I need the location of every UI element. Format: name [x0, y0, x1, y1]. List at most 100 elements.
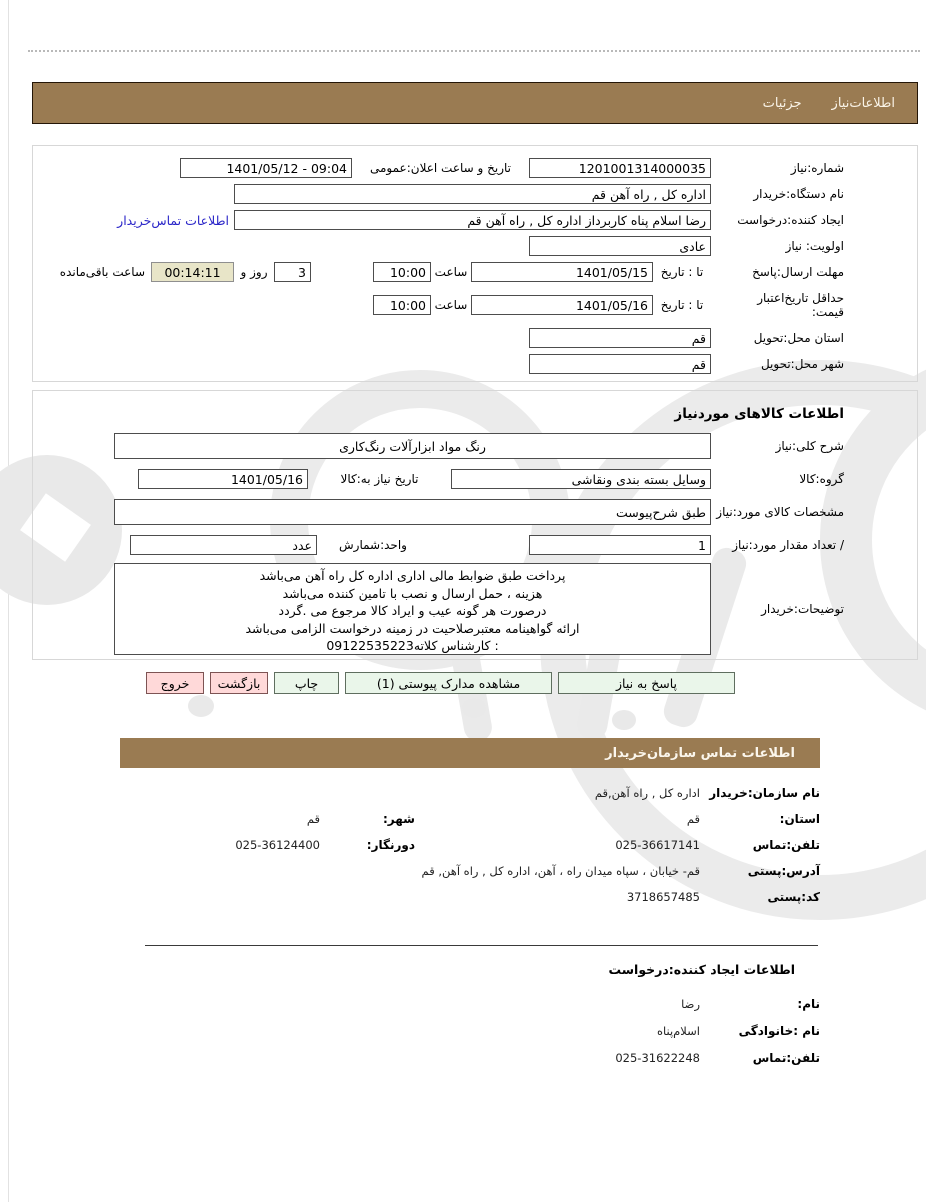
creator-phone-value: 025-31622248 — [615, 1051, 700, 1065]
org-province-value: قم — [686, 812, 700, 826]
creator-info-title: اطلاعات ایجاد کننده:درخواست — [608, 962, 795, 977]
announce-datetime-field[interactable]: 09:04 - 1401/05/12 — [180, 158, 352, 178]
row-buyer-notes: توضیحات:خریدار پرداخت طبق ضوابط مالی ادا… — [33, 563, 917, 655]
need-date-field[interactable]: 1401/05/16 — [138, 469, 308, 489]
tab-need-info[interactable]: اطلاعات‌نیاز — [831, 95, 895, 111]
quantity-field[interactable]: 1 — [529, 535, 711, 555]
row-org-province-city: استان: قم شهر: قم — [120, 812, 820, 826]
action-button-row: پاسخ به نیاز مشاهده مدارک پیوستی (1) چاپ… — [32, 672, 918, 694]
hours-remaining-label: ساعت باقی‌مانده — [59, 265, 145, 279]
delivery-province-field[interactable]: قم — [529, 328, 711, 348]
note-line: : کارشناس کلاته09122535223 — [326, 638, 499, 653]
need-description-field[interactable]: رنگ مواد ابزارآلات رنگ‌کاری — [114, 433, 711, 459]
org-contact-header-bar: اطلاعات تماس سازمان‌خریدار — [120, 738, 820, 768]
row-price-validity: حداقل تاریخ‌اعتبار قیمت: تا : تاریخ 1401… — [33, 285, 917, 325]
quantity-label: / تعداد مقدار مورد:نیاز — [732, 538, 844, 552]
org-city-label: شهر: — [383, 812, 415, 826]
row-org-address: آدرس:پستی قم- خیابان ، سپاه میدان راه ، … — [120, 864, 820, 878]
row-response-deadline: مهلت ارسال:پاسخ تا : تاریخ 1401/05/15 سا… — [33, 259, 917, 285]
back-button[interactable]: بازگشت — [210, 672, 268, 694]
org-fax-value: 025-36124400 — [235, 838, 320, 852]
org-address-label: آدرس:پستی — [747, 864, 820, 878]
unit-field[interactable]: عدد — [130, 535, 317, 555]
delivery-province-label: استان محل:تحویل — [753, 331, 844, 345]
print-button[interactable]: چاپ — [274, 672, 339, 694]
delivery-city-field[interactable]: قم — [529, 354, 711, 374]
row-need-number: شماره:نیاز 1201001314000035 تاریخ و ساعت… — [33, 155, 917, 181]
page-left-border — [8, 0, 9, 1202]
org-province-label: استان: — [779, 812, 820, 826]
priority-label: اولویت: نیاز — [785, 239, 844, 253]
org-postal-value: 3718657485 — [626, 890, 700, 904]
respond-to-need-button[interactable]: پاسخ به نیاز — [558, 672, 735, 694]
creator-info-block: اطلاعات ایجاد کننده:درخواست نام: رضا نام… — [120, 962, 820, 1078]
hour-label-2: ساعت — [434, 298, 468, 312]
row-delivery-city: شهر محل:تحویل قم — [33, 351, 917, 377]
section-divider — [145, 945, 818, 946]
org-fax-label: دورنگار: — [366, 838, 415, 852]
tab-details[interactable]: جزئیات — [762, 95, 802, 111]
deadline-date-field[interactable]: 1401/05/15 — [471, 262, 653, 282]
creator-fname-value: رضا — [681, 997, 700, 1011]
deadline-time-field[interactable]: 10:00 — [373, 262, 431, 282]
row-creator-phone: تلفن:تماس 025-31622248 — [120, 1051, 820, 1065]
org-postal-label: کد:پستی — [767, 890, 820, 904]
need-summary-panel: شماره:نیاز 1201001314000035 تاریخ و ساعت… — [32, 145, 918, 382]
goods-group-label: گروه:کالا — [799, 472, 844, 486]
days-remaining-field: 3 — [274, 262, 311, 282]
until-date-label-2: تا : تاریخ — [660, 298, 704, 312]
row-org-name: نام سازمان:خریدار اداره کل , راه آهن,قم — [120, 786, 820, 800]
row-delivery-province: استان محل:تحویل قم — [33, 325, 917, 351]
need-description-label: شرح کلی:نیاز — [775, 439, 844, 453]
goods-panel-title: اطلاعات کالاهای موردنیاز — [674, 406, 844, 422]
view-attachments-button[interactable]: مشاهده مدارک پیوستی (1) — [345, 672, 552, 694]
buyer-notes-textarea[interactable]: پرداخت طبق ضوابط مالی اداری اداره کل راه… — [114, 563, 711, 655]
org-phone-value: 025-36617141 — [615, 838, 700, 852]
org-contact-block: نام سازمان:خریدار اداره کل , راه آهن,قم … — [120, 786, 820, 916]
creator-lname-value: اسلام‌پناه — [656, 1024, 700, 1038]
row-org-postal: کد:پستی 3718657485 — [120, 890, 820, 904]
need-date-label: تاریخ نیاز به:کالا — [340, 472, 419, 486]
row-priority: اولویت: نیاز عادی — [33, 233, 917, 259]
goods-spec-field[interactable]: طبق شرح‌پیوست — [114, 499, 711, 525]
priority-field[interactable]: عادی — [529, 236, 711, 256]
goods-spec-label: مشخصات کالای مورد:نیاز — [716, 505, 844, 519]
validity-time-field[interactable]: 10:00 — [373, 295, 431, 315]
org-city-value: قم — [306, 812, 320, 826]
buyer-contact-link[interactable]: اطلاعات تماس‌خریدار — [117, 212, 229, 228]
unit-label: واحد:شمارش — [339, 538, 407, 552]
top-tab-bar: اطلاعات‌نیاز جزئیات — [32, 82, 918, 124]
row-creator-lname: نام :خانوادگی اسلام‌پناه — [120, 1024, 820, 1038]
goods-info-panel: اطلاعات کالاهای موردنیاز شرح کلی:نیاز رن… — [32, 390, 918, 660]
need-number-label: شماره:نیاز — [790, 161, 844, 175]
buyer-org-field[interactable]: اداره کل , راه آهن قم — [234, 184, 711, 204]
price-validity-label: حداقل تاریخ‌اعتبار قیمت: — [711, 291, 844, 319]
creator-phone-label: تلفن:تماس — [752, 1051, 820, 1065]
watermark-dot-3 — [612, 710, 636, 730]
announce-datetime-label: تاریخ و ساعت اعلان:عمومی — [369, 161, 511, 175]
row-goods-spec: مشخصات کالای مورد:نیاز طبق شرح‌پیوست — [33, 495, 917, 529]
buyer-org-label: نام دستگاه:خریدار — [753, 187, 844, 201]
response-deadline-label: مهلت ارسال:پاسخ — [752, 265, 844, 279]
org-name-value: اداره کل , راه آهن,قم — [594, 786, 700, 800]
price-validity-label-line2: قیمت: — [811, 305, 844, 319]
delivery-city-label: شهر محل:تحویل — [760, 357, 844, 371]
note-line: هزینه ، حمل ارسال و نصب با تامین کننده م… — [282, 585, 543, 601]
price-validity-label-line1: حداقل تاریخ‌اعتبار — [757, 291, 844, 305]
creator-fname-label: نام: — [797, 997, 820, 1011]
goods-group-field[interactable]: وسایل بسته بندی ونقاشی — [451, 469, 711, 489]
watermark-dot-2 — [462, 698, 486, 718]
row-creator-fname: نام: رضا — [120, 997, 820, 1011]
request-creator-field[interactable]: رضا اسلام پناه کاربرداز اداره کل , راه آ… — [234, 210, 711, 230]
row-org-phone-fax: تلفن:تماس 025-36617141 دورنگار: 025-3612… — [120, 838, 820, 852]
note-line: درصورت هر گونه عیب و ایراد کالا مرجوع می… — [278, 603, 547, 618]
need-number-field[interactable]: 1201001314000035 — [529, 158, 711, 178]
row-need-description: شرح کلی:نیاز رنگ مواد ابزارآلات رنگ‌کاری — [33, 429, 917, 463]
request-creator-label: ایجاد کننده:درخواست — [737, 213, 844, 227]
org-contact-title: اطلاعات تماس سازمان‌خریدار — [605, 745, 795, 761]
org-name-label: نام سازمان:خریدار — [709, 786, 820, 800]
row-goods-group: گروه:کالا وسایل بسته بندی ونقاشی تاریخ ن… — [33, 463, 917, 495]
validity-date-field[interactable]: 1401/05/16 — [471, 295, 653, 315]
exit-button[interactable]: خروج — [146, 672, 204, 694]
